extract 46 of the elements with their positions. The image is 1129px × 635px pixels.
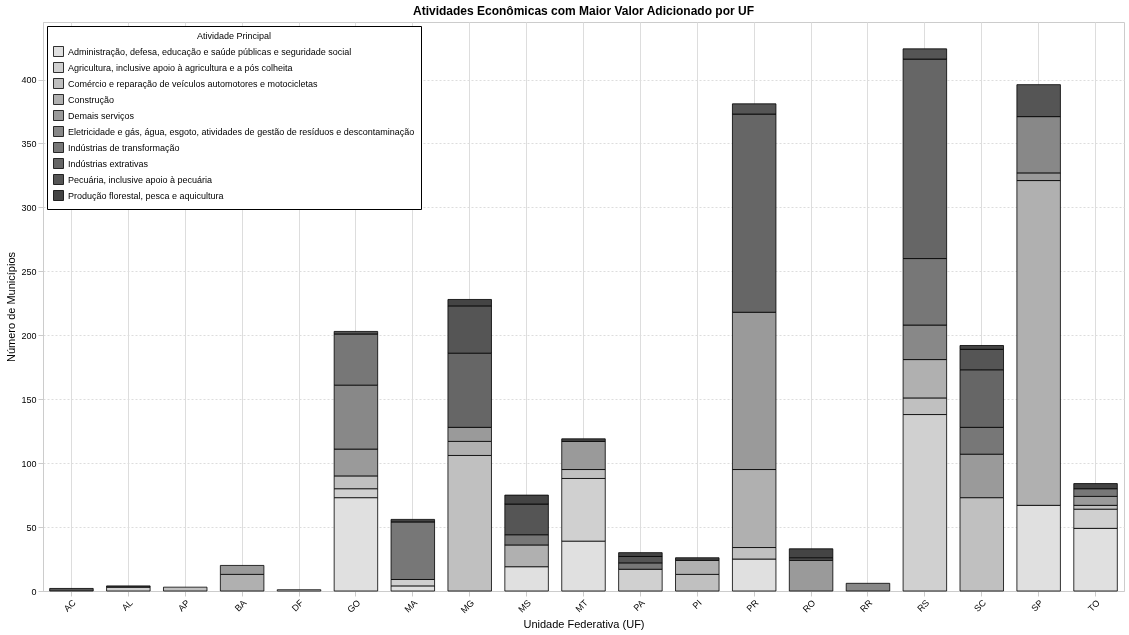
y-axis-title: Número de Municípios xyxy=(5,251,18,363)
bar xyxy=(788,559,834,592)
y-tick-label: 0 xyxy=(31,586,37,597)
legend-label: Administração, defesa, educação e saúde públicas e seguridade social xyxy=(68,46,352,57)
x-tick-label: SC xyxy=(972,597,989,614)
x-tick-label: AL xyxy=(119,597,135,613)
x-tick-label: PR xyxy=(744,597,761,614)
x-tick-label: MA xyxy=(402,597,420,615)
x-tick-label: MT xyxy=(573,597,591,615)
legend-label: Agricultura, inclusive apoio à agricultura e a pós colheita xyxy=(68,62,293,73)
y-tick-label: 50 xyxy=(26,522,37,533)
legend-label: Comércio e reparação de veículos automotores e motocicletas xyxy=(68,78,319,89)
legend-label: Eletricidade e gás, água, esgoto, atividades de gestão de resíduos e descontaminação xyxy=(68,126,415,137)
bar xyxy=(49,588,94,592)
x-tick-label: DF xyxy=(289,597,306,614)
legend-title: Atividade Principal xyxy=(196,31,272,41)
x-tick-label: MS xyxy=(516,597,533,615)
x-tick-label: TO xyxy=(1086,597,1102,614)
legend-label: Pecuária, inclusive apoio à pecuária xyxy=(68,174,213,185)
x-tick-label: MG xyxy=(458,597,477,616)
bar xyxy=(788,548,834,559)
x-tick-label: PI xyxy=(690,597,704,611)
legend-label: Demais serviços xyxy=(68,110,135,121)
chart-title: Atividades Econômicas com Maior Valor Adicionado por UF xyxy=(413,4,754,18)
bar xyxy=(845,582,891,592)
legend-label: Indústrias extrativas xyxy=(68,158,149,169)
x-tick-label: AC xyxy=(61,597,79,614)
y-tick-label: 400 xyxy=(21,75,37,86)
x-tick-label: RO xyxy=(800,597,818,615)
legend-label: Indústrias de transformação xyxy=(68,142,180,153)
x-tick-label: SP xyxy=(1029,597,1046,614)
y-tick-label: 100 xyxy=(21,458,37,469)
x-axis-title: Unidade Federativa (UF) xyxy=(523,618,645,631)
x-tick-label: RR xyxy=(858,597,875,615)
x-tick-label: BA xyxy=(232,597,249,614)
y-tick-label: 350 xyxy=(21,138,37,149)
x-tick-label: AP xyxy=(176,597,192,614)
x-tick-label: PA xyxy=(631,597,647,613)
x-tick-label: GO xyxy=(345,597,363,615)
x-tick-label: RS xyxy=(915,597,932,614)
y-tick-label: 150 xyxy=(21,394,37,405)
legend-label: Produção florestal, pesca e aquicultura xyxy=(68,190,224,201)
y-tick-label: 250 xyxy=(21,266,37,277)
y-tick-label: 300 xyxy=(21,202,37,213)
legend-label: Construção xyxy=(68,94,115,105)
y-tick-label: 200 xyxy=(21,330,37,341)
